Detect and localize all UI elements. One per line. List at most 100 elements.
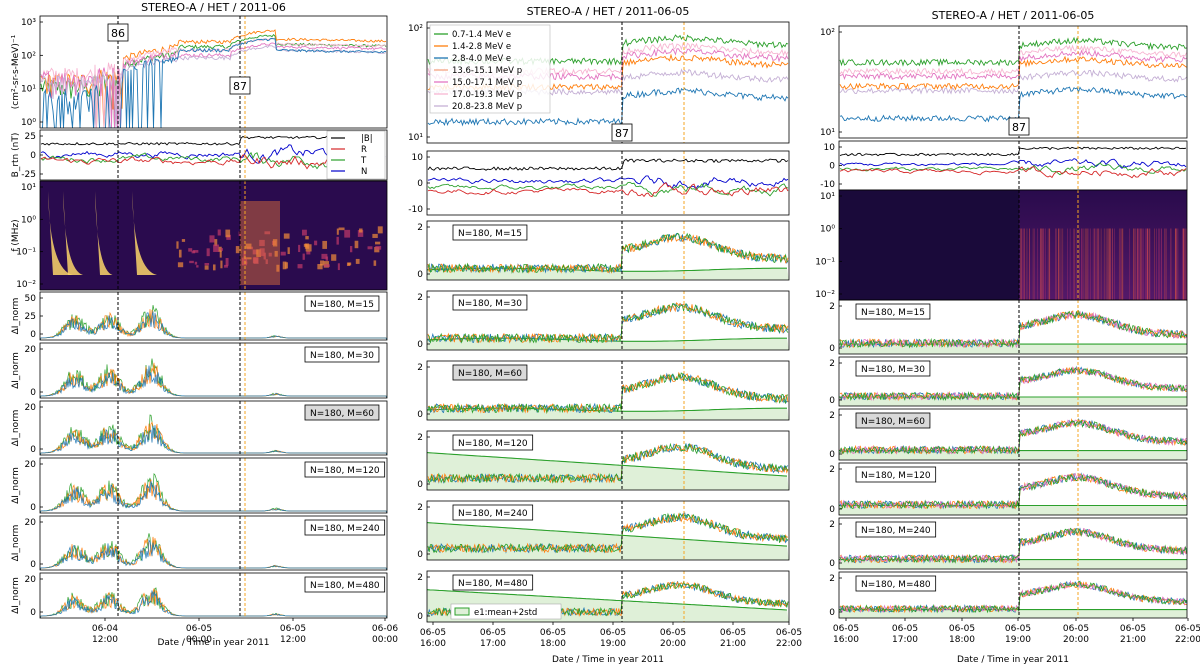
nm-label: N=180, M=240 [458,509,528,519]
event-label: 87 [1012,121,1026,134]
y-tick-label: 0 [829,162,835,172]
y-tick-label: 25 [25,132,36,142]
panel-plot-area [40,414,387,455]
chart-column-1: STEREO-A / HET / 2011-06-05 10¹ 10² 10 0 -10 0… [408,5,802,665]
mag-component-line [839,146,1187,157]
y-tick-label: 10 [412,153,424,163]
dI-series-line [839,366,1187,402]
y-axis-label: ΔI_norm [11,298,21,335]
x-tick-time: 17:00 [480,639,506,649]
y-axis-label: ΔI_norm [11,352,21,389]
flux-legend-box [429,24,551,114]
y-tick-label: 0 [829,505,835,515]
panel-plot-area [40,587,387,618]
flux-series-line [839,55,1187,91]
threshold-fill [427,452,789,490]
mag-component-line [839,162,1187,176]
y-tick-label: 0 [30,560,36,570]
panel-plot-area [427,371,789,420]
y-tick-label: 10 [824,143,836,153]
flux-series-line [839,36,1187,67]
y-tick-label: 20 [25,345,37,355]
nm-label: N=180, M=240 [861,526,931,536]
dI-series-line [427,512,789,554]
panel-dI: 0 2 N=180, M=480 e1:mean+2std [417,570,790,623]
y-tick-label: -10 [408,205,423,215]
panel-dI: 0 2 N=180, M=15 [829,299,1188,355]
x-tick-date: 06-05 [776,628,802,638]
y-tick-label: 10⁻² [16,280,36,290]
dI-series-line [427,232,789,274]
dI-series-line [40,365,387,398]
nm-label-box [304,346,380,363]
panel-dI: 0 2 N=180, M=120 [417,430,790,491]
legend-label: e1:mean+2std [474,608,537,618]
panel-plot-area [40,472,387,513]
x-tick-date: 06-05 [720,628,746,638]
flux-series-line [41,38,387,128]
flux-series-line [427,87,789,127]
dI-series-line [40,414,387,455]
x-axis-label: Date / Time in year 2011 [157,638,269,648]
threshold-fill [839,609,1187,618]
threshold-fill [427,522,789,560]
dI-series-line [839,580,1187,614]
nm-label: N=180, M=120 [861,471,931,481]
panel-frame [426,500,790,561]
panel-frame [838,408,1188,461]
dI-series-line [40,539,387,570]
flux-series-line [839,49,1187,81]
y-tick-label: 2 [417,223,423,233]
y-tick-label: 0 [829,450,835,460]
event-label: 87 [233,80,247,93]
x-tick-time: 18:00 [949,635,975,645]
y-tick-label: -25 [21,170,36,180]
panel-plot-area [427,232,789,280]
y-tick-label: 10⁰ [820,225,835,235]
y-axis-label: ΔI_norm [11,467,21,504]
panel-dI: 0 2 N=180, M=30 [417,290,790,351]
y-tick-label: 0 [417,612,423,622]
panel-plot-area [839,36,1187,123]
dI-series-line [40,311,387,340]
panel-flux: 10⁰ 10¹ 10² 10³(cm²-sr-s-MeV)⁻¹ [11,15,388,129]
mag-component-line [427,158,789,171]
panel-plot-area [839,146,1187,179]
legend-label: 0.7-1.4 MeV e [452,30,511,40]
y-tick-label: 10¹ [820,128,835,138]
nm-label: N=180, M=30 [458,299,522,309]
nm-label-box [452,364,528,381]
dI-series-line [40,421,387,455]
y-tick-label: 10¹ [820,192,835,202]
dI-series-line [427,442,789,484]
nm-label-box [452,504,534,521]
panel-plot-area [839,309,1187,354]
y-tick-label: 2 [417,293,423,303]
nm-label: N=180, M=120 [458,439,528,449]
y-tick-label: 10¹ [21,85,36,95]
x-tick-date: 06-04 [92,624,118,634]
y-tick-label: 0 [829,344,835,354]
y-axis-label: ΔI_norm [11,577,21,614]
y-tick-label: 2 [829,520,835,530]
flux-series-line [40,42,387,128]
panel-dI: 0 2 N=180, M=240 [417,500,790,561]
x-tick-date: 06-05 [949,624,975,634]
y-axis-label: ΔI_norm [11,525,21,562]
y-tick-label: 2 [829,465,835,475]
y-tick-label: 10⁰ [21,118,36,128]
y-tick-label: 25 [25,312,36,322]
panel-plot-area [40,533,387,570]
dI-series-line [40,425,387,455]
panel-frame [426,290,790,351]
panel-plot-area [427,302,789,350]
x-tick-date: 06-06 [372,624,398,634]
x-tick-time: 17:00 [892,635,918,645]
threshold-legend: e1:mean+2std [450,603,562,620]
panel-frame [39,572,388,619]
dI-series-line [40,479,387,513]
flux-series-line [839,44,1187,76]
y-tick-label: 10¹ [21,183,36,193]
legend-label: R [361,145,367,155]
dI-series-line [40,533,387,570]
